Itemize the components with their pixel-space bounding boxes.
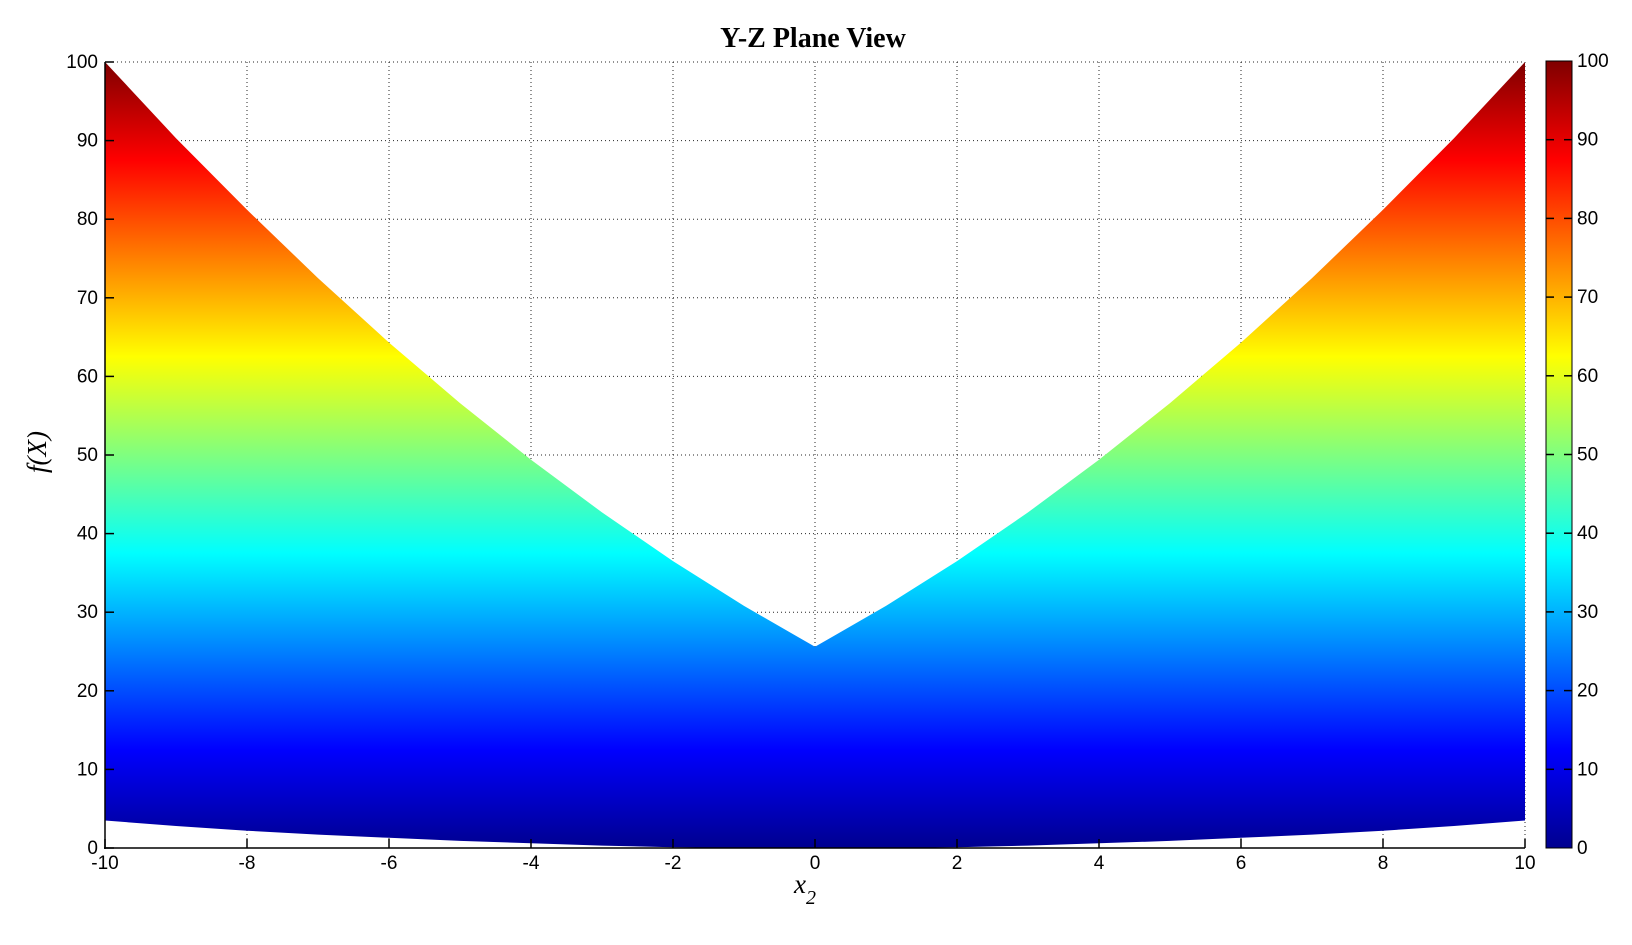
y-tick-label: 90 <box>77 131 98 152</box>
y-tick-label: 70 <box>77 288 98 309</box>
x-axis-label-subscript: 2 <box>806 887 816 909</box>
x-tick-label: 10 <box>1514 853 1535 874</box>
x-axis-label-base: x <box>793 869 806 899</box>
y-tick-label: 20 <box>77 681 98 702</box>
x-tick-label: -4 <box>523 853 540 874</box>
surface-layer <box>105 62 1525 848</box>
x-tick-label: -10 <box>91 853 118 874</box>
colorbar-tick-label: 100 <box>1577 51 1609 72</box>
colorbar-tick-label: 10 <box>1577 759 1598 780</box>
x-tick-label: 4 <box>1094 853 1105 874</box>
colorbar-tick-label: 70 <box>1577 287 1598 308</box>
chart-title: Y-Z Plane View <box>720 23 906 54</box>
y-tick-label: 60 <box>77 366 98 387</box>
surface-silhouette <box>105 62 1525 848</box>
x-tick-label: 6 <box>1236 853 1247 874</box>
colorbar-tick-label: 50 <box>1577 445 1598 466</box>
y-tick-label: 0 <box>87 838 98 859</box>
colorbar-tick-label: 20 <box>1577 681 1598 702</box>
colorbar-tick-label: 90 <box>1577 130 1598 151</box>
x-tick-label: 2 <box>952 853 963 874</box>
colorbar-tick-label: 30 <box>1577 602 1598 623</box>
x-tick-label: -2 <box>665 853 682 874</box>
y-tick-label: 30 <box>77 602 98 623</box>
colorbar-tick-label: 80 <box>1577 208 1598 229</box>
y-tick-label: 10 <box>77 759 98 780</box>
y-tick-label: 100 <box>66 52 98 73</box>
y-axis-label: f(X) <box>22 431 52 473</box>
x-tick-label: -6 <box>381 853 398 874</box>
colorbar-tick-label: 40 <box>1577 523 1598 544</box>
x-axis-label: x2 <box>793 869 816 909</box>
colorbar-layer: 0 10 20 30 40 50 60 70 80 90 100 <box>1545 51 1609 859</box>
y-tick-label: 80 <box>77 209 98 230</box>
y-tick-label: 40 <box>77 524 98 545</box>
x-tick-label: 0 <box>810 853 821 874</box>
colorbar-tick-label: 60 <box>1577 366 1598 387</box>
x-tick-label: -8 <box>239 853 256 874</box>
x-tick-label: 8 <box>1378 853 1389 874</box>
colorbar-tick-label: 0 <box>1577 838 1588 859</box>
y-tick-label: 50 <box>77 445 98 466</box>
axis-layer <box>104 61 1526 849</box>
